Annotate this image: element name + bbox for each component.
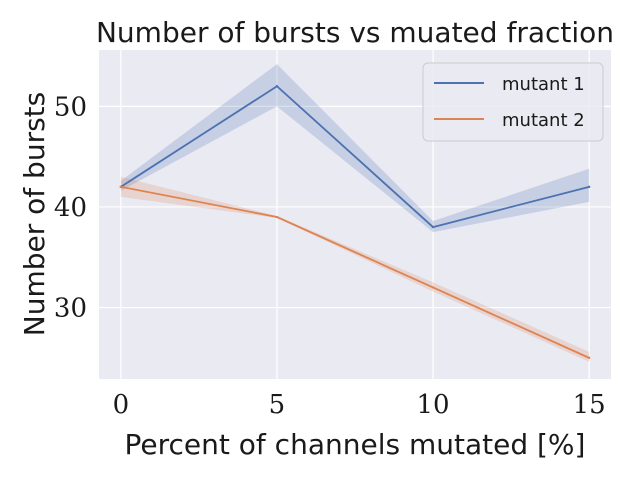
series-line-mutant-1 [120,85,590,229]
tick-labels: 0 5 10 15 30 40 50 [54,92,606,420]
x-tick-label: 10 [417,390,450,420]
y-tick-label: 40 [54,193,87,223]
series-line-mutant-2 [120,185,590,359]
y-axis-label: Number of bursts [18,92,51,336]
data-point-mutant-2 [275,215,279,219]
series-lines [119,85,591,360]
ci-band-mutant-1 [120,64,590,233]
x-tick-label: 0 [113,390,130,420]
y-tick-label: 30 [54,294,87,324]
y-tick-label: 50 [54,92,87,122]
data-point-mutant-1 [431,225,435,229]
legend: mutant 1 mutant 2 [422,62,604,142]
x-axis-label: Percent of channels mutated [%] [125,428,586,461]
legend-label-mutant-1: mutant 1 [502,74,585,95]
legend-label-mutant-2: mutant 2 [502,110,585,131]
data-point-mutant-1 [587,185,591,189]
data-point-mutant-1 [275,85,279,88]
data-point-mutant-2 [119,185,123,189]
x-tick-label: 5 [269,390,286,420]
data-point-mutant-2 [431,286,435,289]
chart-title: Number of bursts vs muated fraction [96,16,614,49]
x-tick-label: 15 [573,390,606,420]
data-point-mutant-2 [587,356,591,360]
